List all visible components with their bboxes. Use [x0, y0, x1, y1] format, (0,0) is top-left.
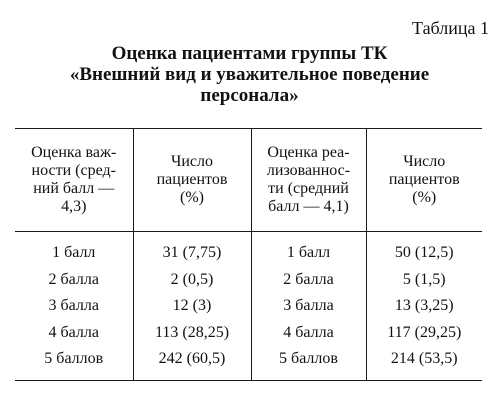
header-line: Число — [170, 153, 214, 170]
table-number: Таблица 1 — [412, 18, 489, 38]
realization-score-cell: 3 балла — [250, 293, 366, 320]
importance-count-cell: 2 (0,5) — [132, 266, 251, 293]
table-title: Оценка пациентами группы ТК «Внешний вид… — [0, 43, 499, 106]
importance-count-cell: 12 (3) — [132, 293, 251, 320]
header-importance-patients: Число пациентов (%) — [132, 128, 251, 232]
realization-count-cell: 50 (12,5) — [365, 231, 482, 267]
header-line: лизованнос- — [266, 162, 351, 179]
header-realization-score: Оценка реа- лизованнос- ти (средний балл… — [250, 128, 366, 232]
survey-results-table: Оценка важ- ности (сред- ний балл — 4,3)… — [15, 128, 482, 381]
importance-score-cell: 1 балл — [52, 244, 96, 261]
importance-score-cell: 3 балла — [48, 297, 99, 314]
realization-count-cell: 5 (1,5) — [365, 266, 482, 293]
header-importance-score: Оценка важ- ности (сред- ний балл — 4,3) — [15, 128, 133, 232]
importance-score-cell: 5 баллов — [15, 346, 133, 381]
header-line: пациентов — [388, 171, 460, 188]
table-row: 4 балла 113 (28,25) 4 балла 117 (29,25) — [15, 319, 482, 346]
importance-count-cell: 113 (28,25) — [132, 319, 251, 346]
realization-score-cell: 1 балл — [250, 231, 366, 267]
header-line: ности (сред- — [31, 162, 116, 179]
header-line: Число — [403, 153, 446, 170]
importance-score-cell: 4 балла — [48, 323, 99, 341]
table-row: 3 балла 12 (3) 3 балла 13 (3,25) — [15, 293, 482, 320]
table-title-line: Оценка пациентами группы ТК — [111, 43, 388, 64]
header-line: ти (средний — [268, 180, 349, 197]
header-line: (%) — [412, 189, 437, 206]
header-line: балл — 4,1) — [268, 198, 349, 215]
importance-count-cell: 242 (60,5) — [132, 346, 251, 381]
header-line: Оценка важ- — [31, 144, 117, 161]
table-row: 5 баллов 242 (60,5) 5 баллов 214 (53,5) — [15, 346, 482, 381]
table-title-line: персонала» — [200, 85, 299, 106]
realization-count-cell: 117 (29,25) — [365, 319, 482, 346]
header-realization-patients: Число пациентов (%) — [365, 128, 482, 232]
realization-score-cell: 5 баллов — [250, 346, 366, 381]
header-line: ний балл — — [33, 180, 115, 197]
table-header-row: Оценка важ- ности (сред- ний балл — 4,3)… — [15, 128, 482, 232]
realization-score-cell: 4 балла — [250, 319, 366, 346]
header-line: 4,3) — [61, 198, 87, 215]
importance-count-cell: 31 (7,75) — [132, 231, 251, 267]
header-line: Оценка реа- — [267, 144, 350, 161]
realization-count-cell: 214 (53,5) — [365, 346, 482, 381]
table-row: 1 балл 31 (7,75) 1 балл 50 (12,5) — [15, 231, 482, 267]
realization-count-cell: 13 (3,25) — [365, 293, 482, 320]
table-title-line: «Внешний вид и уважительное поведение — [69, 64, 430, 85]
header-line: (%) — [180, 189, 204, 206]
table-row: 2 балла 2 (0,5) 2 балла 5 (1,5) — [15, 266, 482, 293]
importance-score-cell: 2 балла — [48, 270, 99, 288]
header-line: пациентов — [156, 171, 228, 188]
realization-score-cell: 2 балла — [250, 266, 366, 293]
